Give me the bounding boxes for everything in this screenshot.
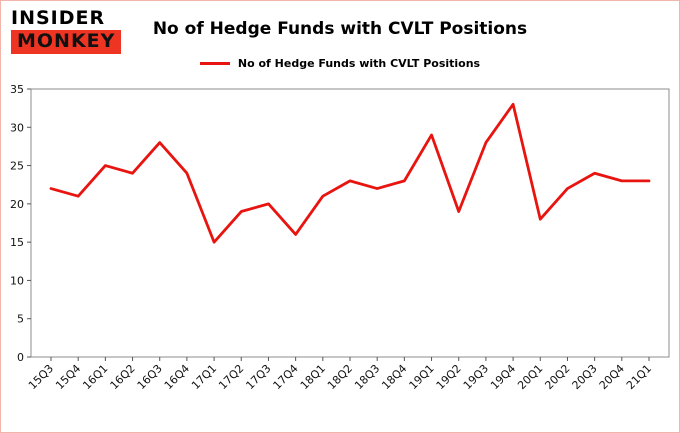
y-tick-label: 0 — [17, 351, 24, 364]
y-tick-label: 5 — [17, 313, 24, 326]
logo-text-monkey: MONKEY — [11, 30, 122, 54]
y-tick-label: 25 — [10, 160, 24, 173]
x-tick-label: 20Q1 — [515, 362, 545, 392]
legend-label: No of Hedge Funds with CVLT Positions — [237, 57, 481, 70]
y-tick-label: 30 — [10, 121, 24, 134]
x-tick-label: 19Q2 — [434, 362, 464, 392]
x-tick-label: 20Q4 — [597, 362, 627, 392]
x-tick-label: 18Q2 — [325, 362, 355, 392]
legend: No of Hedge Funds with CVLT Positions — [1, 57, 679, 70]
chart-title: No of Hedge Funds with CVLT Positions — [152, 19, 528, 39]
x-tick-label: 16Q3 — [135, 362, 165, 392]
legend-line-swatch — [199, 62, 230, 65]
x-tick-label: 19Q1 — [407, 362, 437, 392]
insider-monkey-logo: INSIDER MONKEY — [11, 7, 122, 54]
x-tick-label: 17Q3 — [243, 362, 273, 392]
x-tick-label: 19Q4 — [488, 362, 518, 392]
x-tick-label: 15Q4 — [53, 362, 83, 392]
y-tick-label: 10 — [10, 274, 24, 287]
x-tick-label: 18Q4 — [379, 362, 409, 392]
x-tick-label: 19Q3 — [461, 362, 491, 392]
x-tick-label: 20Q3 — [570, 362, 600, 392]
x-tick-label: 17Q4 — [271, 362, 301, 392]
line-chart-area: 0 5 10 15 20 25 30 35 15Q3 15Q4 16Q1 16Q2 16Q3 16Q4 17… — [1, 77, 679, 429]
x-tick-label: 15Q3 — [26, 362, 56, 392]
series-line — [49, 102, 651, 244]
x-tick-label: 17Q1 — [189, 362, 219, 392]
x-tick-label: 16Q1 — [80, 362, 110, 392]
plot-border — [30, 88, 670, 358]
x-tick-label: 17Q2 — [216, 362, 246, 392]
line-chart: 0510152025303515Q315Q416Q116Q216Q316Q417… — [10, 83, 670, 392]
logo-text-insider: INSIDER — [11, 7, 106, 29]
y-tick-label: 15 — [10, 236, 24, 249]
y-tick-label: 35 — [10, 83, 24, 96]
x-tick-label: 18Q3 — [352, 362, 382, 392]
x-tick-label: 21Q1 — [624, 362, 654, 392]
x-tick-label: 18Q1 — [298, 362, 328, 392]
x-tick-label: 16Q2 — [108, 362, 138, 392]
x-tick-label: 16Q4 — [162, 362, 192, 392]
y-tick-label: 20 — [10, 198, 24, 211]
x-tick-label: 20Q2 — [542, 362, 572, 392]
